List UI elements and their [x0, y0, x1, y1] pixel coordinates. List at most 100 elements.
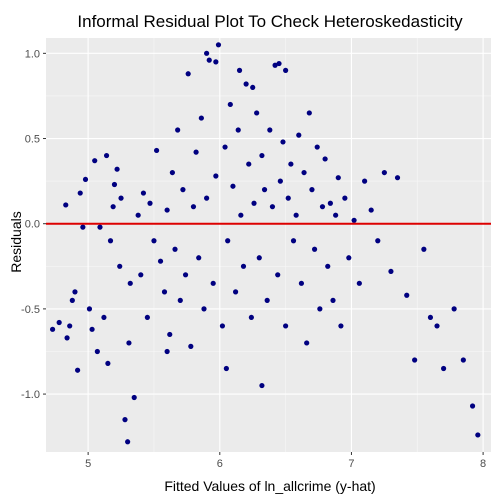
data-point — [69, 297, 75, 303]
data-point — [172, 246, 178, 252]
data-point — [151, 238, 157, 244]
data-point — [298, 280, 305, 286]
data-point — [368, 207, 374, 213]
x-tick-label: 8 — [480, 458, 486, 470]
data-point — [381, 169, 387, 176]
data-point — [346, 255, 352, 261]
data-point — [75, 367, 81, 373]
data-point — [97, 224, 103, 230]
data-point — [164, 207, 170, 213]
data-point — [276, 60, 282, 67]
data-point — [259, 152, 265, 159]
data-point — [283, 323, 289, 329]
data-point — [238, 212, 244, 218]
x-axis: 5 6 7 8 — [85, 452, 486, 470]
data-point — [131, 394, 137, 401]
data-point — [362, 178, 368, 184]
data-point — [285, 195, 291, 201]
data-point — [251, 200, 257, 206]
data-point — [335, 175, 341, 181]
data-point — [275, 272, 281, 278]
data-point — [219, 323, 226, 329]
data-point — [319, 204, 326, 210]
data-point — [243, 81, 249, 87]
data-point — [114, 166, 120, 172]
data-point — [254, 110, 260, 116]
data-point — [138, 272, 144, 278]
data-point — [210, 280, 216, 286]
data-point — [206, 57, 212, 63]
data-point — [240, 263, 247, 269]
minor-gridlines — [46, 38, 491, 452]
data-point — [269, 204, 276, 210]
data-point — [460, 357, 466, 363]
data-point — [272, 62, 278, 68]
data-point — [351, 217, 357, 223]
data-point — [296, 132, 302, 138]
data-point — [77, 190, 83, 196]
data-point — [164, 348, 170, 355]
data-point — [469, 403, 476, 409]
data-point — [222, 144, 228, 150]
data-point — [180, 187, 186, 193]
data-point — [412, 357, 418, 363]
data-point — [175, 127, 181, 133]
data-point — [475, 432, 481, 438]
data-point — [264, 297, 270, 303]
data-point — [246, 161, 252, 167]
x-tick-label: 5 — [85, 458, 91, 470]
data-point — [127, 280, 133, 286]
y-axis-title: Residuals — [8, 211, 24, 272]
data-point — [288, 161, 294, 167]
data-point — [267, 127, 273, 133]
data-point — [356, 280, 362, 286]
data-point — [322, 156, 328, 162]
data-point — [232, 289, 239, 295]
data-point — [301, 169, 307, 176]
data-point — [441, 365, 447, 372]
data-point — [169, 169, 175, 176]
data-point — [111, 181, 118, 188]
y-tick-label: 0.5 — [25, 134, 40, 146]
data-point — [193, 149, 199, 155]
data-point — [101, 314, 107, 321]
data-point — [261, 187, 268, 193]
data-point — [427, 314, 434, 321]
data-point — [250, 84, 256, 91]
data-point — [325, 263, 331, 269]
data-point — [293, 212, 299, 218]
data-points — [49, 42, 481, 445]
data-point — [82, 176, 89, 183]
data-point — [147, 200, 153, 206]
data-point — [333, 212, 339, 218]
y-tick-label: 1.0 — [25, 48, 40, 60]
data-point — [94, 348, 100, 355]
data-point — [126, 340, 132, 346]
data-point — [223, 365, 229, 372]
y-tick-label: -0.5 — [21, 304, 40, 316]
data-point — [394, 175, 401, 181]
data-point — [135, 212, 141, 218]
data-point — [338, 323, 344, 329]
data-point — [117, 263, 123, 269]
data-point — [256, 255, 262, 261]
data-point — [177, 297, 183, 303]
data-point — [63, 202, 69, 208]
x-tick-label: 6 — [217, 458, 223, 470]
data-point — [304, 340, 310, 346]
data-point — [49, 326, 56, 332]
data-point — [144, 314, 150, 321]
plot-panel — [46, 38, 491, 452]
chart-title: Informal Residual Plot To Check Heterosk… — [77, 12, 463, 31]
data-point — [227, 101, 233, 108]
data-point — [283, 67, 289, 73]
data-point — [215, 42, 222, 48]
data-point — [290, 238, 297, 244]
data-point — [421, 246, 427, 252]
data-point — [196, 255, 202, 261]
data-point — [110, 204, 116, 210]
data-point — [280, 139, 286, 145]
y-tick-label: 0.0 — [25, 219, 40, 231]
